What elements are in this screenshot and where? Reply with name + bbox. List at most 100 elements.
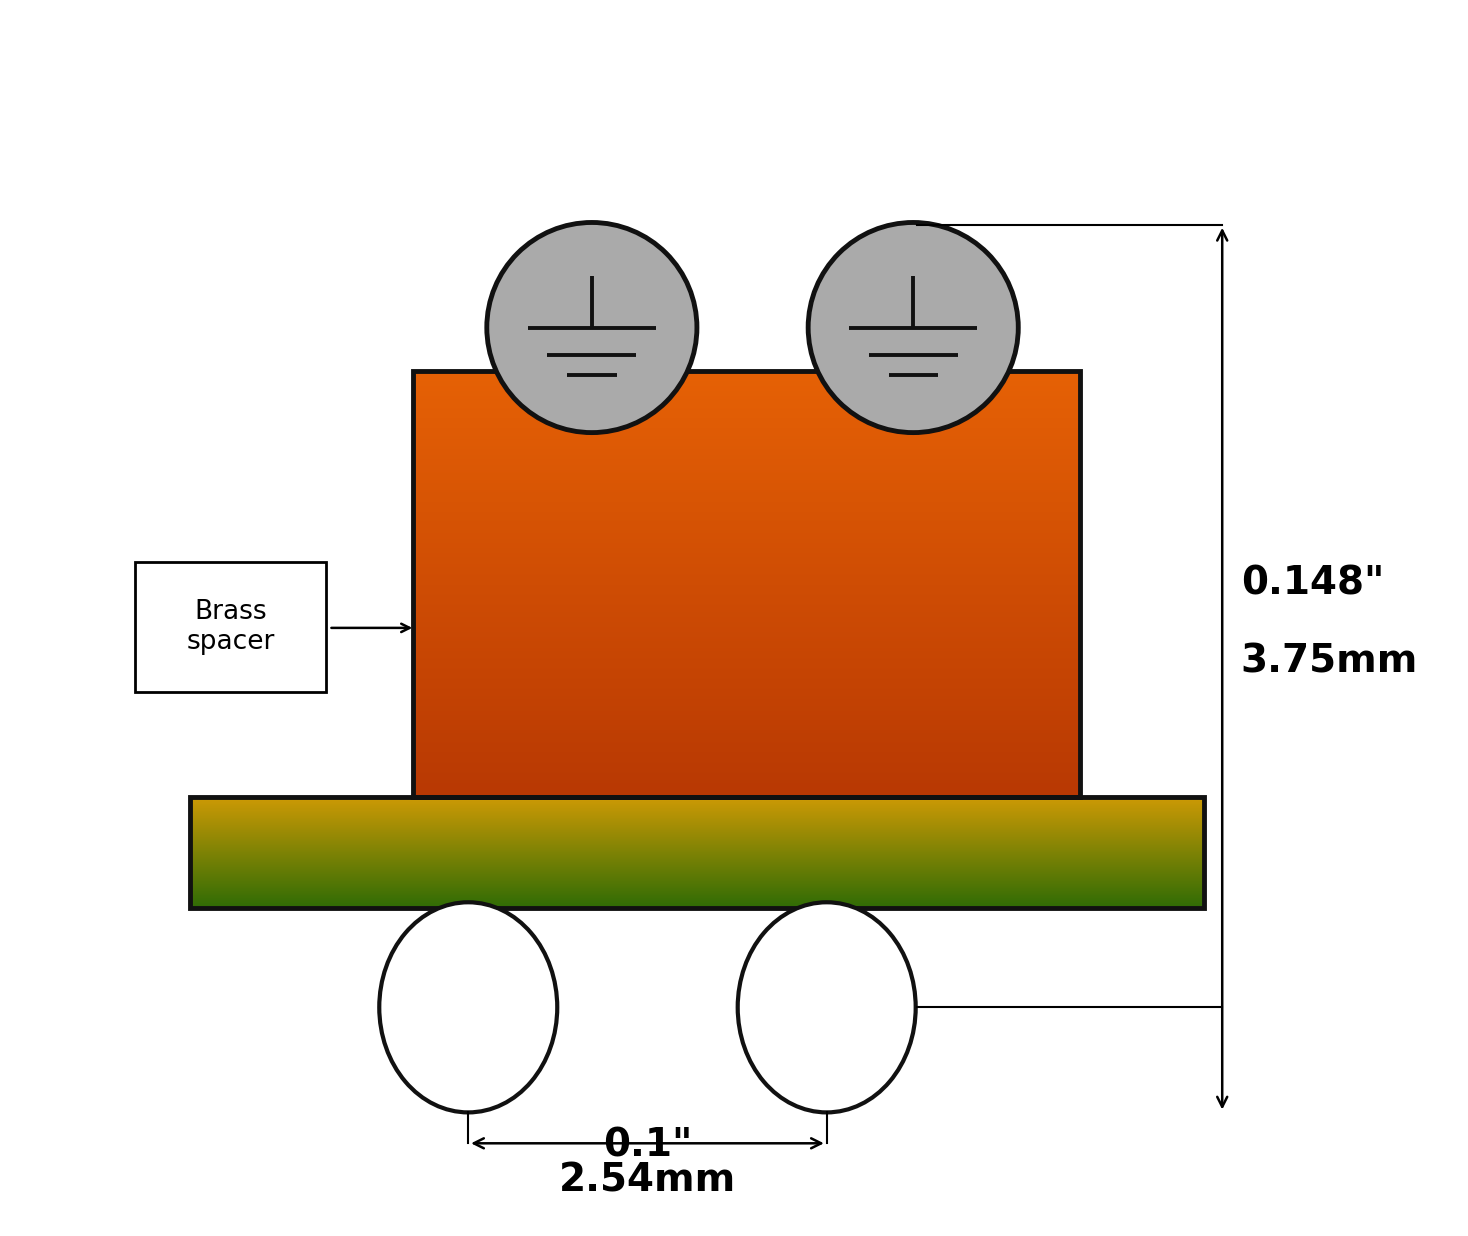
FancyBboxPatch shape bbox=[135, 562, 326, 692]
Bar bbox=[413, 747, 1080, 748]
Bar bbox=[413, 450, 1080, 452]
Bar bbox=[413, 740, 1080, 742]
Bar bbox=[413, 743, 1080, 744]
Bar bbox=[413, 625, 1080, 627]
Bar bbox=[413, 383, 1080, 386]
Bar bbox=[413, 493, 1080, 494]
Bar bbox=[413, 723, 1080, 724]
Bar bbox=[413, 504, 1080, 506]
Bar bbox=[413, 379, 1080, 381]
Bar bbox=[413, 386, 1080, 387]
Bar bbox=[413, 597, 1080, 598]
Bar bbox=[413, 517, 1080, 519]
Bar bbox=[413, 753, 1080, 754]
Bar bbox=[413, 759, 1080, 760]
Bar bbox=[413, 435, 1080, 436]
Bar bbox=[413, 410, 1080, 412]
Bar bbox=[413, 418, 1080, 419]
Bar bbox=[413, 588, 1080, 590]
Bar bbox=[413, 430, 1080, 431]
Bar bbox=[413, 466, 1080, 467]
Bar bbox=[413, 576, 1080, 577]
Bar bbox=[413, 585, 1080, 586]
Bar bbox=[413, 768, 1080, 769]
Bar bbox=[413, 567, 1080, 569]
Bar bbox=[413, 551, 1080, 552]
Bar bbox=[413, 685, 1080, 686]
Bar bbox=[413, 371, 1080, 372]
Bar bbox=[413, 485, 1080, 486]
Bar bbox=[413, 769, 1080, 770]
Bar bbox=[413, 595, 1080, 596]
Bar bbox=[413, 405, 1080, 407]
Bar bbox=[413, 749, 1080, 750]
Bar bbox=[413, 708, 1080, 709]
Bar bbox=[413, 739, 1080, 740]
Bar bbox=[413, 687, 1080, 690]
Bar bbox=[413, 716, 1080, 718]
Bar bbox=[413, 529, 1080, 530]
Bar bbox=[413, 415, 1080, 417]
Text: 2.54mm: 2.54mm bbox=[559, 1162, 735, 1199]
Bar bbox=[413, 779, 1080, 780]
Bar bbox=[413, 446, 1080, 447]
Bar bbox=[413, 676, 1080, 677]
Bar bbox=[413, 371, 1080, 797]
Bar bbox=[413, 602, 1080, 604]
Bar bbox=[413, 534, 1080, 535]
Bar bbox=[413, 619, 1080, 620]
Bar bbox=[413, 734, 1080, 737]
Bar bbox=[413, 528, 1080, 529]
Bar bbox=[413, 712, 1080, 713]
Bar bbox=[413, 574, 1080, 576]
Bar bbox=[413, 483, 1080, 485]
Bar bbox=[413, 635, 1080, 637]
Bar bbox=[413, 431, 1080, 434]
Bar bbox=[413, 666, 1080, 667]
Bar bbox=[413, 737, 1080, 738]
Bar bbox=[413, 790, 1080, 791]
Bar bbox=[413, 566, 1080, 567]
Bar bbox=[413, 414, 1080, 415]
Bar bbox=[413, 587, 1080, 588]
Bar bbox=[413, 488, 1080, 491]
Bar bbox=[413, 795, 1080, 796]
Bar bbox=[413, 681, 1080, 682]
Bar bbox=[413, 672, 1080, 674]
Bar bbox=[413, 592, 1080, 595]
Text: 0.1": 0.1" bbox=[603, 1127, 693, 1164]
Bar bbox=[413, 502, 1080, 503]
Bar bbox=[413, 538, 1080, 539]
Bar bbox=[413, 492, 1080, 493]
Bar bbox=[413, 468, 1080, 471]
Bar bbox=[413, 698, 1080, 700]
Bar bbox=[413, 382, 1080, 383]
Bar bbox=[413, 744, 1080, 747]
Bar bbox=[413, 454, 1080, 455]
Bar bbox=[413, 766, 1080, 768]
Bar bbox=[413, 421, 1080, 424]
Bar bbox=[413, 789, 1080, 790]
Bar bbox=[413, 784, 1080, 785]
Bar bbox=[413, 572, 1080, 574]
Bar bbox=[413, 396, 1080, 397]
Bar bbox=[413, 751, 1080, 753]
Bar bbox=[413, 439, 1080, 440]
Bar bbox=[413, 785, 1080, 786]
Bar bbox=[413, 400, 1080, 402]
Bar bbox=[413, 459, 1080, 460]
Bar bbox=[413, 515, 1080, 517]
Bar bbox=[413, 569, 1080, 570]
Bar bbox=[413, 471, 1080, 472]
Bar bbox=[413, 627, 1080, 628]
Bar bbox=[413, 786, 1080, 787]
Bar bbox=[413, 756, 1080, 758]
Bar bbox=[413, 402, 1080, 403]
Bar bbox=[413, 634, 1080, 635]
Bar bbox=[413, 763, 1080, 765]
Bar bbox=[413, 618, 1080, 619]
Bar bbox=[413, 559, 1080, 560]
Bar bbox=[413, 554, 1080, 556]
Bar bbox=[413, 378, 1080, 379]
Bar bbox=[413, 494, 1080, 496]
